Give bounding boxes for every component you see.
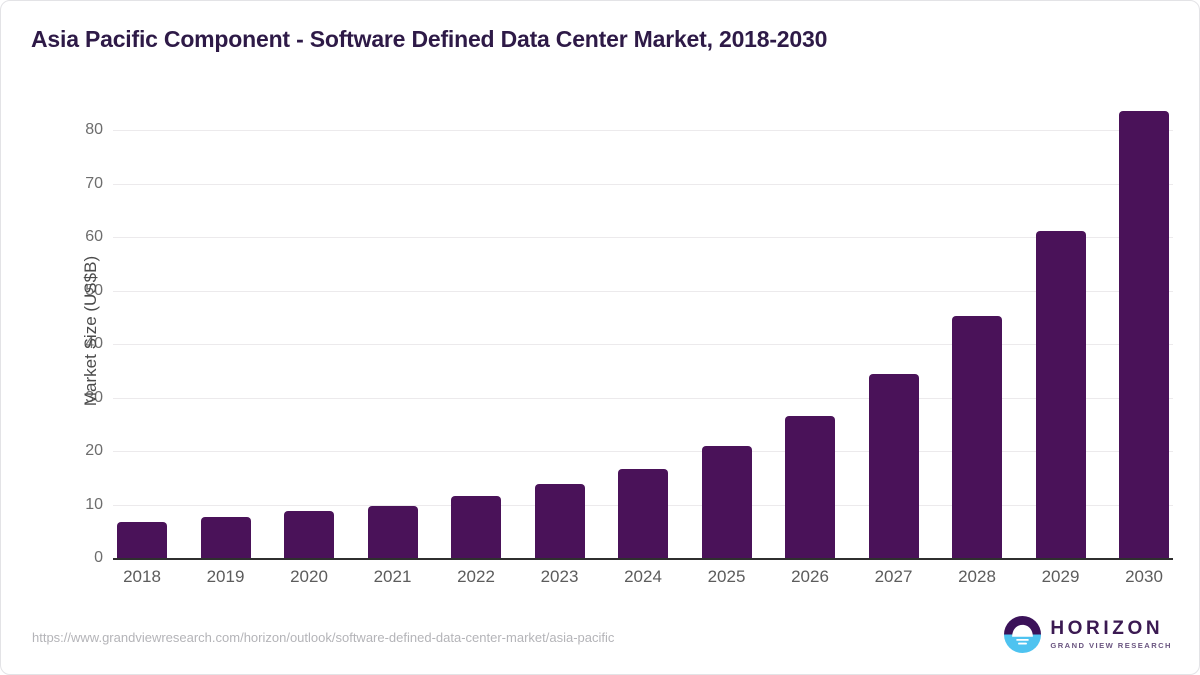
bar-group[interactable] [117, 101, 167, 558]
horizon-logo: HORIZON GRAND VIEW RESEARCH [1004, 616, 1172, 653]
x-axis-tick-label: 2029 [1041, 567, 1080, 586]
bar[interactable] [451, 495, 501, 558]
x-axis-tick-label: 2018 [123, 567, 161, 586]
x-axis-tick-labels: 2018 2019 2020 2021 2022 2023 2024 2025 2026 2027… [113, 567, 1173, 587]
horizon-logo-text: HORIZON GRAND VIEW RESEARCH [1050, 619, 1172, 650]
x-axis-tick-label: 2024 [624, 567, 662, 586]
x-axis-tick-label: 2020 [290, 567, 328, 586]
bar[interactable] [1035, 231, 1086, 558]
bar[interactable] [785, 416, 835, 558]
x-axis-tick-label: 2026 [791, 567, 829, 586]
gridline [113, 183, 1173, 185]
y-axis-tick-label: 0 [94, 549, 103, 566]
logo-wordmark: HORIZON [1050, 618, 1164, 640]
bar-group[interactable] [868, 101, 919, 558]
bar-group[interactable] [618, 101, 668, 558]
logo-tagline: GRAND VIEW RESEARCH [1050, 641, 1172, 651]
x-axis-tick-label: 2023 [540, 567, 579, 586]
bar-group[interactable] [785, 101, 835, 558]
horizon-logo-icon [1004, 616, 1042, 653]
bar[interactable] [952, 316, 1002, 558]
bar-group[interactable] [367, 101, 418, 558]
bar-group[interactable] [451, 101, 501, 558]
bar[interactable] [284, 511, 334, 558]
bar[interactable] [534, 483, 585, 558]
x-axis-tick-label: 2030 [1125, 567, 1163, 586]
bar[interactable] [1119, 110, 1169, 558]
bar-group[interactable] [284, 101, 334, 558]
y-axis-tick-label: 80 [85, 121, 103, 138]
x-axis-tick-label: 2025 [707, 567, 746, 586]
plot-area: Market Size (US$B) [81, 101, 1173, 560]
bar[interactable] [701, 445, 752, 558]
x-axis-tick-label: 2019 [206, 567, 245, 586]
x-axis-line [113, 558, 1173, 560]
bar-group[interactable] [534, 101, 585, 558]
bar[interactable] [618, 468, 668, 558]
gridline [113, 344, 1173, 345]
source-url[interactable]: https://www.grandviewresearch.com/horizo… [32, 630, 615, 645]
y-axis-tick-label: 10 [85, 495, 103, 513]
bar-group[interactable] [1119, 101, 1169, 558]
x-axis-tick-label: 2021 [373, 567, 412, 586]
y-axis-title: Market Size (US$B) [81, 255, 100, 406]
y-axis-tick-label: 60 [85, 228, 103, 245]
bar-group[interactable] [1035, 101, 1086, 558]
y-axis-tick-label: 70 [85, 174, 103, 192]
gridline [113, 451, 1173, 452]
bar-series [113, 101, 1173, 558]
bar[interactable] [117, 521, 167, 558]
x-axis-tick-label: 2027 [874, 567, 913, 586]
gridline [113, 237, 1173, 238]
gridline [113, 290, 1173, 292]
bar[interactable] [868, 373, 919, 558]
bar-group[interactable] [952, 101, 1002, 558]
y-axis-tick-label: 20 [85, 442, 103, 459]
x-axis-tick-label: 2028 [958, 567, 996, 586]
gridline [113, 397, 1173, 399]
bar-group[interactable] [701, 101, 752, 558]
page-title: Asia Pacific Component - Software Define… [31, 26, 828, 52]
bar[interactable] [200, 516, 251, 558]
gridline [113, 130, 1173, 131]
x-axis-tick-label: 2022 [457, 567, 495, 586]
bar[interactable] [367, 506, 418, 558]
bar-group[interactable] [200, 101, 251, 558]
